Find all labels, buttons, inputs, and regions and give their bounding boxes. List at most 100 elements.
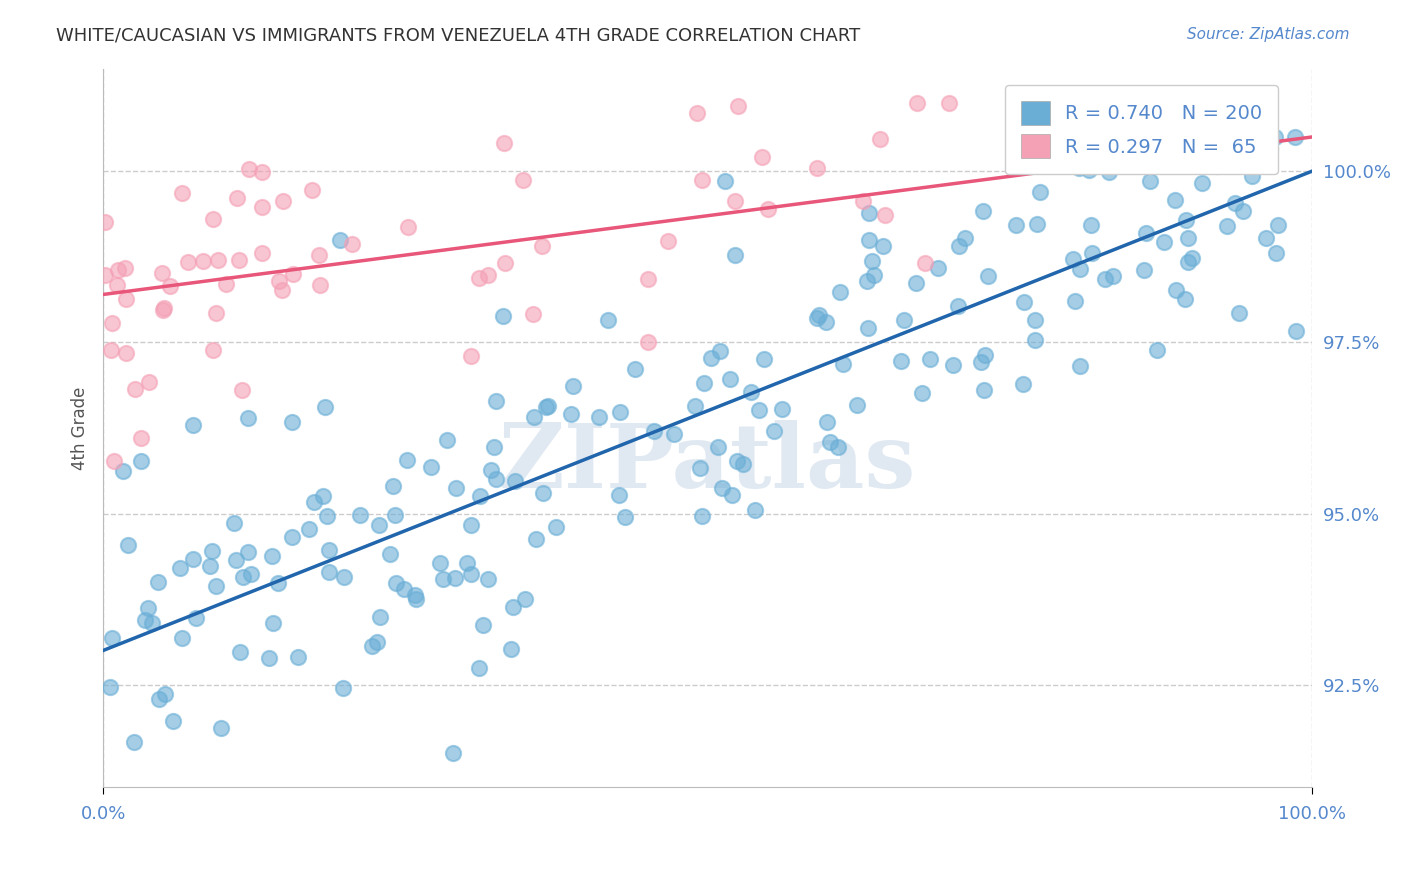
Point <box>624 362 647 376</box>
Point <box>267 274 290 288</box>
Point <box>117 538 139 552</box>
Point <box>444 571 467 585</box>
Point <box>890 353 912 368</box>
Point <box>1005 218 1028 232</box>
Point <box>186 611 208 625</box>
Point <box>1232 204 1254 219</box>
Point <box>146 574 169 589</box>
Point <box>1177 255 1199 269</box>
Point <box>938 95 960 110</box>
Point <box>814 315 837 329</box>
Point <box>1153 235 1175 249</box>
Point <box>1062 252 1084 267</box>
Point <box>872 239 894 253</box>
Point <box>531 486 554 500</box>
Point <box>770 401 793 416</box>
Point <box>974 348 997 362</box>
Point <box>100 316 122 330</box>
Point <box>893 313 915 327</box>
Point <box>1077 163 1099 178</box>
Point <box>446 481 468 495</box>
Point <box>1025 217 1047 231</box>
Point <box>806 161 828 175</box>
Point <box>177 255 200 269</box>
Point <box>831 357 853 371</box>
Point <box>1035 148 1057 162</box>
Point <box>972 204 994 219</box>
Point <box>1256 230 1278 244</box>
Point <box>1264 130 1286 145</box>
Point <box>98 680 121 694</box>
Point <box>942 358 965 372</box>
Point <box>193 254 215 268</box>
Point <box>367 517 389 532</box>
Text: ZIPatlas: ZIPatlas <box>499 420 917 508</box>
Point <box>588 410 610 425</box>
Point <box>159 279 181 293</box>
Point <box>467 271 489 285</box>
Point <box>380 548 402 562</box>
Point <box>105 277 128 292</box>
Point <box>614 509 637 524</box>
Point <box>713 173 735 187</box>
Point <box>239 567 262 582</box>
Point <box>1146 343 1168 358</box>
Point <box>236 410 259 425</box>
Point <box>522 307 544 321</box>
Point <box>1098 165 1121 179</box>
Point <box>155 687 177 701</box>
Point <box>1139 174 1161 188</box>
Point <box>301 183 323 197</box>
Point <box>690 508 713 523</box>
Point <box>114 261 136 276</box>
Point <box>122 735 145 749</box>
Point <box>643 424 665 438</box>
Point <box>977 268 1000 283</box>
Point <box>911 386 934 401</box>
Point <box>150 266 173 280</box>
Point <box>485 394 508 409</box>
Point <box>329 233 352 247</box>
Point <box>526 532 548 546</box>
Point <box>609 405 631 419</box>
Point <box>333 569 356 583</box>
Point <box>1216 219 1239 233</box>
Point <box>205 306 228 320</box>
Point <box>808 308 831 322</box>
Point <box>1239 130 1261 145</box>
Point <box>905 95 928 110</box>
Point <box>501 642 523 657</box>
Point <box>752 352 775 367</box>
Point <box>494 256 516 270</box>
Point <box>1174 292 1197 306</box>
Point <box>280 530 302 544</box>
Point <box>1267 219 1289 233</box>
Point <box>271 283 294 297</box>
Point <box>596 313 619 327</box>
Point <box>396 220 419 235</box>
Point <box>238 162 260 177</box>
Point <box>209 721 232 735</box>
Point <box>267 575 290 590</box>
Point <box>858 233 880 247</box>
Point <box>1227 306 1250 320</box>
Point <box>740 384 762 399</box>
Point <box>689 460 711 475</box>
Point <box>366 634 388 648</box>
Point <box>207 253 229 268</box>
Point <box>544 520 567 534</box>
Point <box>250 246 273 260</box>
Point <box>637 334 659 349</box>
Point <box>873 208 896 222</box>
Point <box>152 303 174 318</box>
Point <box>271 194 294 208</box>
Point <box>927 261 949 276</box>
Point <box>349 508 371 522</box>
Point <box>170 631 193 645</box>
Point <box>136 600 159 615</box>
Point <box>560 407 582 421</box>
Point <box>856 274 879 288</box>
Text: Source: ZipAtlas.com: Source: ZipAtlas.com <box>1187 27 1350 42</box>
Point <box>460 349 482 363</box>
Point <box>1284 130 1306 145</box>
